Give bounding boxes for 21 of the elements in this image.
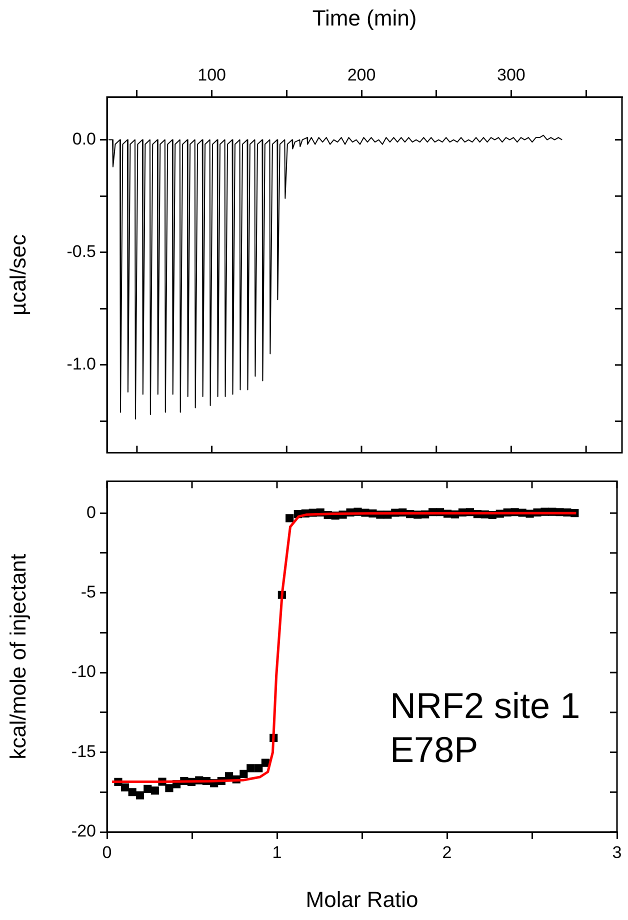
x-axis-title: Time (min) [312,5,417,30]
y-tick-label: -10 [71,662,96,682]
x-tick-label: 3 [612,842,622,862]
x-tick-label: 300 [497,65,526,84]
annotation: NRF2 site 1 [390,684,580,726]
annotation: E78P [390,728,478,770]
y-axis-title: µcal/sec [5,234,30,316]
x-axis-title: Molar Ratio [306,886,418,912]
y-axis-title: kcal/mole of injectant [5,554,30,760]
x-tick-label: 2 [442,842,452,862]
x-tick-label: 0 [102,842,112,862]
y-tick-label: -20 [71,822,96,841]
y-tick-label: 0 [86,502,96,522]
y-tick-label: -15 [71,742,96,761]
y-tick-label: -5 [80,582,96,602]
x-tick-label: 1 [272,842,282,862]
y-tick-label: -0.5 [66,242,96,262]
x-tick-label: 200 [347,65,376,84]
x-tick-label: 100 [198,65,226,84]
y-tick-label: 0.0 [72,129,96,148]
y-tick-label: -1.0 [66,354,96,374]
